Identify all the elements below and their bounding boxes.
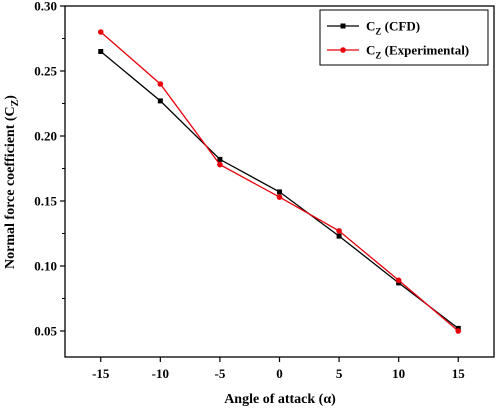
legend-item: CZ (Experimental)	[327, 43, 469, 61]
data-point	[217, 156, 223, 162]
legend-label: CZ (CFD)	[366, 19, 420, 37]
y-axis: 0.05 0.10 0.15 0.20 0.25 0.30	[34, 0, 65, 339]
x-tick-label: 15	[452, 366, 466, 381]
x-tick-label: 0	[276, 366, 283, 381]
x-axis-title: Angle of attack (α)	[224, 392, 336, 407]
y-tick-label: 0.10	[34, 259, 57, 274]
data-point	[217, 161, 223, 168]
data-point	[336, 233, 342, 239]
legend: CZ (CFD)CZ (Experimental)	[319, 9, 489, 66]
data-point	[395, 277, 402, 284]
series-layer	[97, 29, 462, 334]
data-point	[336, 228, 342, 234]
x-axis: -15 -10 -5 0 5 10 15	[92, 357, 465, 381]
legend-label: CZ (Experimental)	[366, 43, 469, 61]
y-tick-label: 0.25	[34, 64, 57, 79]
data-point	[277, 189, 282, 195]
x-tick-label: -15	[92, 366, 110, 381]
x-tick-label: -10	[152, 366, 169, 381]
data-point	[157, 81, 164, 87]
y-axis-title-end: )	[3, 95, 18, 100]
legend-label-subscript: Z	[375, 51, 381, 61]
series-cfd	[98, 49, 461, 331]
legend-label-suffix: (CFD)	[381, 19, 420, 34]
data-point	[98, 49, 104, 54]
legend-marker	[340, 23, 346, 29]
data-point	[97, 29, 104, 35]
y-axis-title-subscript: Z	[10, 99, 21, 106]
data-point	[276, 194, 283, 200]
legend-label-suffix: (Experimental)	[381, 43, 469, 58]
series-experimental	[97, 29, 462, 334]
x-tick-label: 5	[336, 366, 343, 381]
y-tick-label: 0.15	[34, 194, 57, 209]
legend-marker	[340, 47, 346, 53]
x-tick-label: 10	[392, 366, 405, 381]
series-line	[100, 31, 459, 332]
x-tick-label: -5	[214, 366, 225, 381]
legend-label-main: C	[366, 19, 375, 34]
y-axis-title: Normal force coefficient (CZ)	[3, 95, 21, 269]
y-axis-title-main: Normal force coefficient (C	[3, 106, 18, 269]
legend-label-main: C	[366, 43, 375, 58]
y-tick-label: 0.30	[34, 0, 57, 14]
data-point	[157, 98, 163, 104]
data-point	[455, 328, 462, 334]
legend-label-subscript: Z	[375, 27, 381, 37]
y-tick-label: 0.20	[34, 129, 57, 144]
legend-box	[319, 9, 489, 66]
legend-item: CZ (CFD)	[327, 19, 420, 37]
y-tick-label: 0.05	[34, 324, 57, 339]
